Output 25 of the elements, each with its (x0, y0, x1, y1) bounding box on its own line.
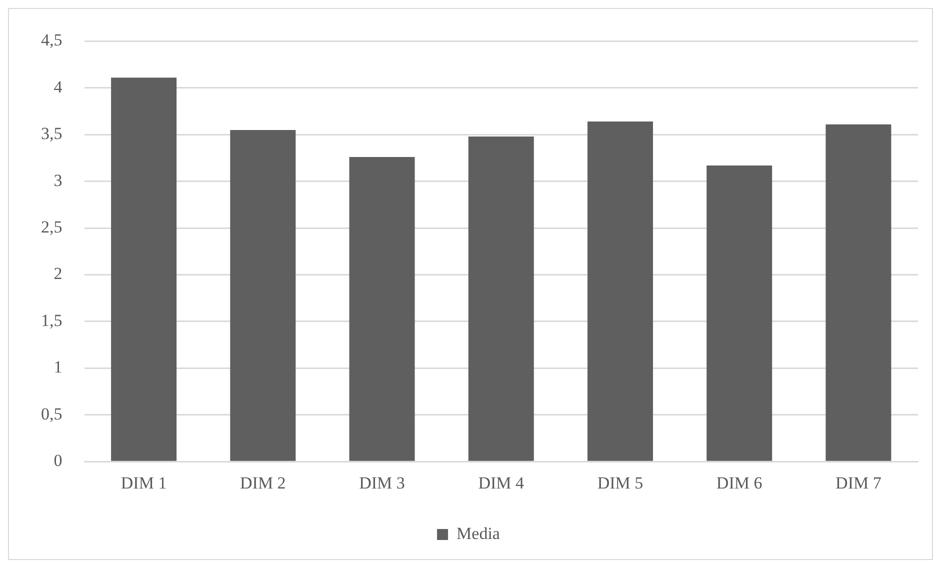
bar (111, 78, 177, 461)
y-tick-label: 0 (54, 451, 62, 470)
bar (587, 122, 653, 461)
x-tick-label: DIM 6 (716, 473, 762, 492)
y-tick-label: 1 (54, 358, 62, 377)
x-tick-label: DIM 7 (836, 473, 882, 492)
bar (706, 165, 772, 461)
bar (230, 130, 296, 461)
x-tick-label: DIM 4 (478, 473, 525, 492)
bar (826, 124, 892, 461)
y-tick-label: 2 (54, 264, 62, 284)
x-tick-label: DIM 1 (120, 473, 167, 492)
y-tick-label: 2,5 (41, 218, 62, 237)
y-tick-label: 4,5 (41, 30, 62, 50)
y-tick-label: 3,5 (41, 124, 62, 144)
bar (468, 136, 534, 461)
x-tick-label: DIM 5 (597, 473, 644, 492)
legend-label: Media (456, 524, 500, 543)
x-tick-label: DIM 2 (240, 473, 286, 492)
y-tick-label: 4 (54, 77, 63, 96)
y-tick-label: 0,5 (41, 404, 62, 424)
bar (349, 157, 415, 461)
x-tick-label: DIM 3 (359, 473, 405, 492)
y-tick-label: 1,5 (41, 310, 62, 330)
y-tick-label: 3 (54, 170, 62, 190)
